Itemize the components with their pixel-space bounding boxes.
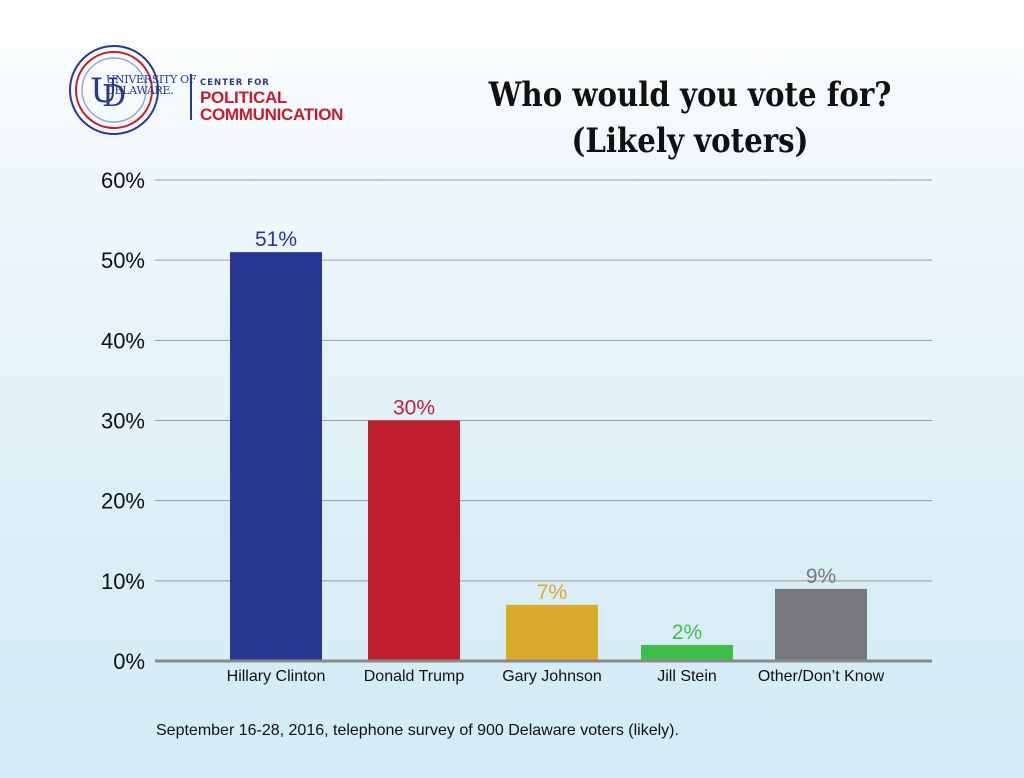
y-tick-label: 10% (101, 569, 145, 594)
logo-political: POLITICAL (200, 88, 288, 107)
logo-communication: COMMUNICATION (200, 105, 344, 124)
y-tick-label: 20% (101, 489, 145, 514)
chart-title-line1: Who would you vote for? (488, 75, 892, 115)
svg-text:D: D (102, 79, 126, 114)
logo-center-for: CENTER FOR (200, 78, 270, 88)
footnote: September 16-28, 2016, telephone survey … (156, 722, 679, 739)
logo-divider (190, 74, 192, 120)
y-tick-label: 0% (113, 649, 145, 674)
data-label: 51% (255, 228, 297, 251)
y-tick-label: 50% (101, 248, 145, 273)
bar (641, 644, 733, 661)
x-tick-label: Other/Don’t Know (758, 668, 885, 685)
data-label: 2% (672, 621, 702, 644)
data-label: 9% (806, 565, 836, 588)
logo-seal-icon: U D (69, 45, 159, 135)
x-tick-label: Hillary Clinton (227, 668, 326, 685)
logo-university-text: UNIVERSITY OF DELAWARE. (106, 73, 197, 97)
bar (368, 420, 460, 661)
ud-cpc-logo: U D UNIVERSITY OF DELAWARE. CENTER FOR P… (68, 44, 378, 138)
x-tick-label: Gary Johnson (502, 668, 602, 685)
bar (230, 252, 322, 661)
y-tick-label: 40% (101, 328, 145, 353)
svg-text:U: U (90, 71, 119, 111)
x-tick-label: Donald Trump (364, 668, 465, 685)
data-label: 7% (537, 581, 567, 604)
chart-title-line2: (Likely voters) (571, 121, 809, 161)
x-tick-label: Jill Stein (657, 668, 717, 685)
bar (775, 588, 867, 661)
bar (506, 604, 598, 661)
chart-title: Who would you vote for? (Likely voters) (475, 72, 905, 164)
y-tick-label: 60% (101, 168, 145, 193)
data-label: 30% (393, 397, 435, 420)
y-tick-label: 30% (101, 409, 145, 434)
